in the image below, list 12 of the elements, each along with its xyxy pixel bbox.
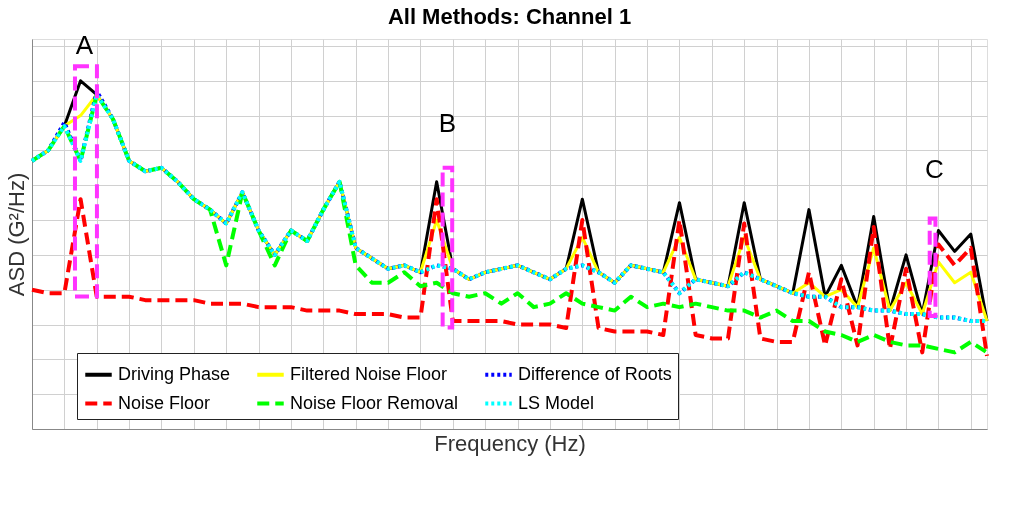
text: A (75, 29, 94, 60)
y-axis-title: ASD (G²/Hz) (3, 172, 29, 297)
x-axis-title: Frequency (Hz) (434, 430, 586, 456)
legend-label: Noise Floor (118, 392, 211, 413)
legend-label: Noise Floor Removal (290, 392, 459, 413)
chart-title: All Methods: Channel 1 (387, 3, 632, 29)
annotation: B (438, 107, 457, 138)
legend-label: Difference of Roots (518, 363, 672, 384)
legend-label: Filtered Noise Floor (290, 363, 448, 384)
legend-label: Driving Phase (118, 363, 231, 384)
legend-label: LS Model (518, 392, 595, 413)
annotation: C (925, 154, 944, 185)
